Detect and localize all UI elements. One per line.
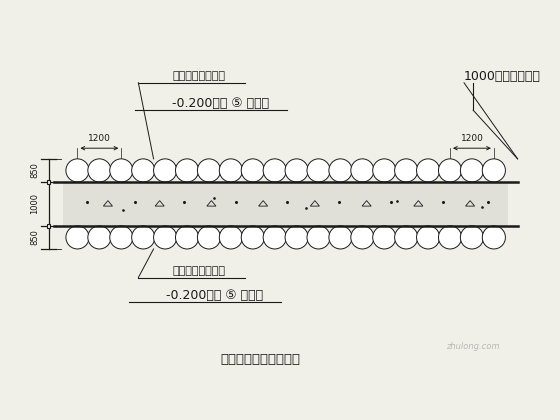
Circle shape — [220, 226, 242, 249]
Text: 850: 850 — [30, 163, 39, 178]
Circle shape — [460, 226, 483, 249]
Circle shape — [110, 159, 133, 182]
Circle shape — [153, 226, 177, 249]
Circle shape — [241, 159, 264, 182]
Circle shape — [66, 159, 89, 182]
Text: 1200: 1200 — [88, 134, 111, 143]
Circle shape — [417, 226, 440, 249]
Circle shape — [175, 159, 199, 182]
Circle shape — [285, 159, 308, 182]
Circle shape — [373, 226, 396, 249]
Circle shape — [482, 159, 506, 182]
Text: zhulong.com: zhulong.com — [446, 342, 500, 352]
Bar — [46, 180, 50, 184]
Text: 850: 850 — [30, 229, 39, 245]
Circle shape — [263, 159, 286, 182]
Circle shape — [373, 159, 396, 182]
Circle shape — [307, 226, 330, 249]
Text: -0.200～第 ⑤ 层底部: -0.200～第 ⑤ 层底部 — [166, 289, 263, 302]
Circle shape — [395, 159, 418, 182]
Circle shape — [307, 159, 330, 182]
Text: 1000厚地下连续墙: 1000厚地下连续墙 — [464, 70, 541, 83]
Circle shape — [285, 226, 308, 249]
Bar — [46, 224, 50, 228]
Text: 三轴搅拌桩平面示意图: 三轴搅拌桩平面示意图 — [220, 353, 300, 366]
Circle shape — [153, 159, 177, 182]
Circle shape — [438, 159, 461, 182]
Circle shape — [198, 226, 221, 249]
Text: -0.200～第 ⑤ 层底部: -0.200～第 ⑤ 层底部 — [172, 97, 269, 110]
Circle shape — [66, 226, 89, 249]
Circle shape — [175, 226, 199, 249]
Circle shape — [88, 159, 111, 182]
Text: 三轴水泥土搅拌桩: 三轴水泥土搅拌桩 — [172, 266, 226, 276]
Circle shape — [263, 226, 286, 249]
Circle shape — [351, 226, 374, 249]
Text: 三轴水泥土搅拌桩: 三轴水泥土搅拌桩 — [172, 71, 226, 81]
Circle shape — [198, 159, 221, 182]
Circle shape — [482, 226, 506, 249]
Circle shape — [395, 226, 418, 249]
Circle shape — [329, 226, 352, 249]
Circle shape — [438, 226, 461, 249]
Circle shape — [417, 159, 440, 182]
Text: 1000: 1000 — [30, 194, 39, 215]
Circle shape — [88, 226, 111, 249]
Text: 1200: 1200 — [460, 134, 483, 143]
Circle shape — [460, 159, 483, 182]
Circle shape — [220, 159, 242, 182]
Circle shape — [110, 226, 133, 249]
Circle shape — [351, 159, 374, 182]
Circle shape — [132, 159, 155, 182]
Bar — [63, 182, 508, 226]
Circle shape — [241, 226, 264, 249]
Circle shape — [132, 226, 155, 249]
Circle shape — [329, 159, 352, 182]
